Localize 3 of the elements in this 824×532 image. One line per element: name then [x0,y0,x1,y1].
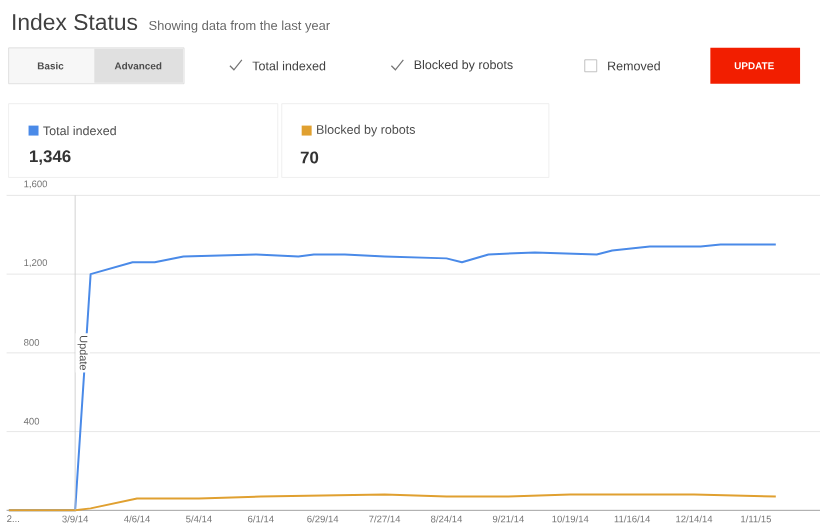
text: 70 [300,151,319,164]
chart-title: Index Status [13,13,138,30]
text: 1,346 [30,150,71,165]
